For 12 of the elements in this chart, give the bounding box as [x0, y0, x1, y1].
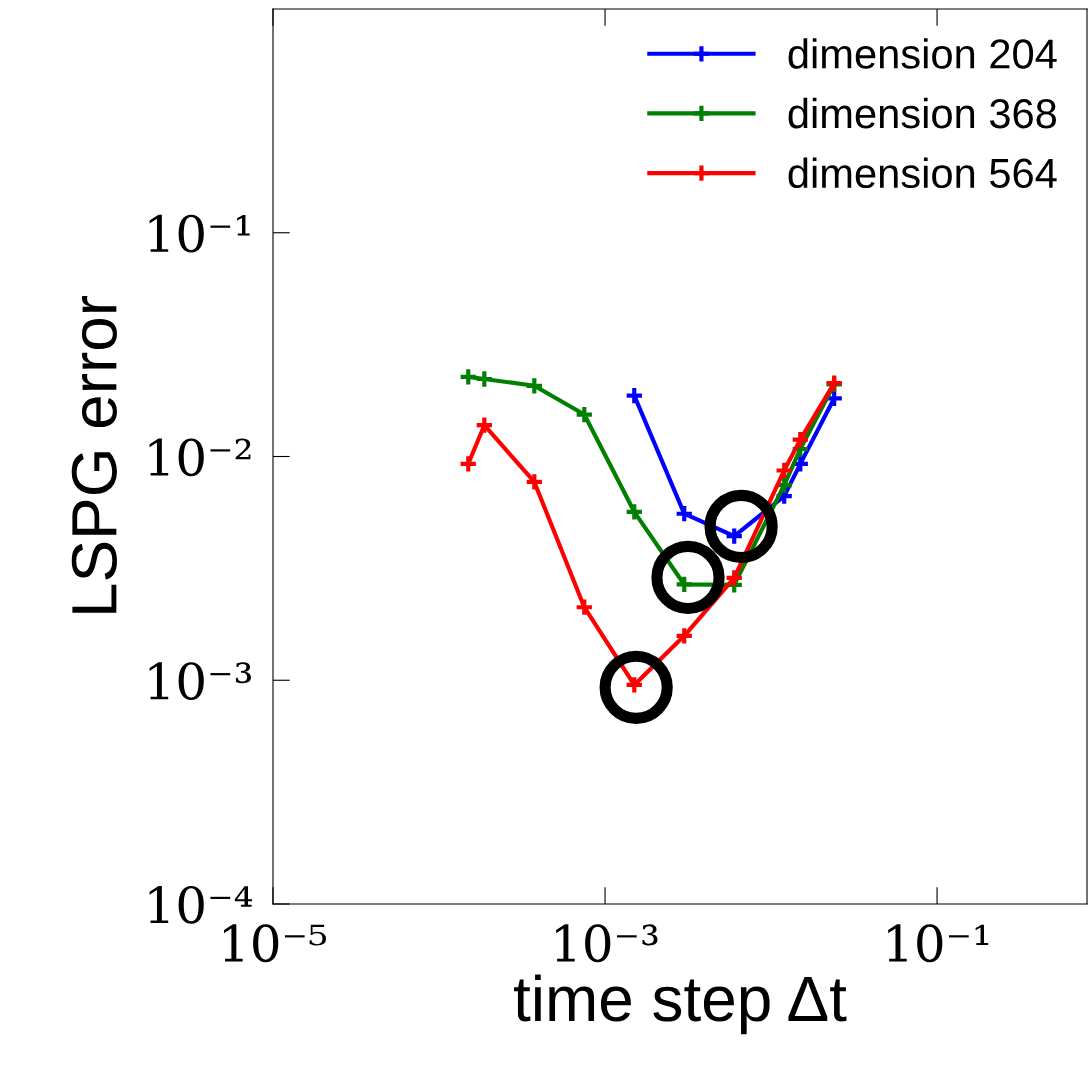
x-tick-label: 10⁻⁵	[224, 924, 327, 963]
y-axis-title: LSPG error	[71, 296, 117, 613]
y-tick-label: 10⁻⁴	[149, 885, 253, 924]
x-axis-title: time step Δt	[514, 974, 847, 1035]
x-tick-label: 10⁻³	[556, 924, 658, 963]
y-tick-label: 10⁻¹	[149, 214, 250, 253]
legend-label: dimension 564	[788, 157, 1057, 189]
x-tick-label: 10⁻¹	[888, 924, 989, 963]
legend-label: dimension 368	[788, 97, 1057, 129]
y-tick-label: 10⁻²	[149, 438, 251, 477]
legend-label: dimension 204	[788, 38, 1057, 69]
y-tick-label: 10⁻³	[149, 662, 252, 700]
